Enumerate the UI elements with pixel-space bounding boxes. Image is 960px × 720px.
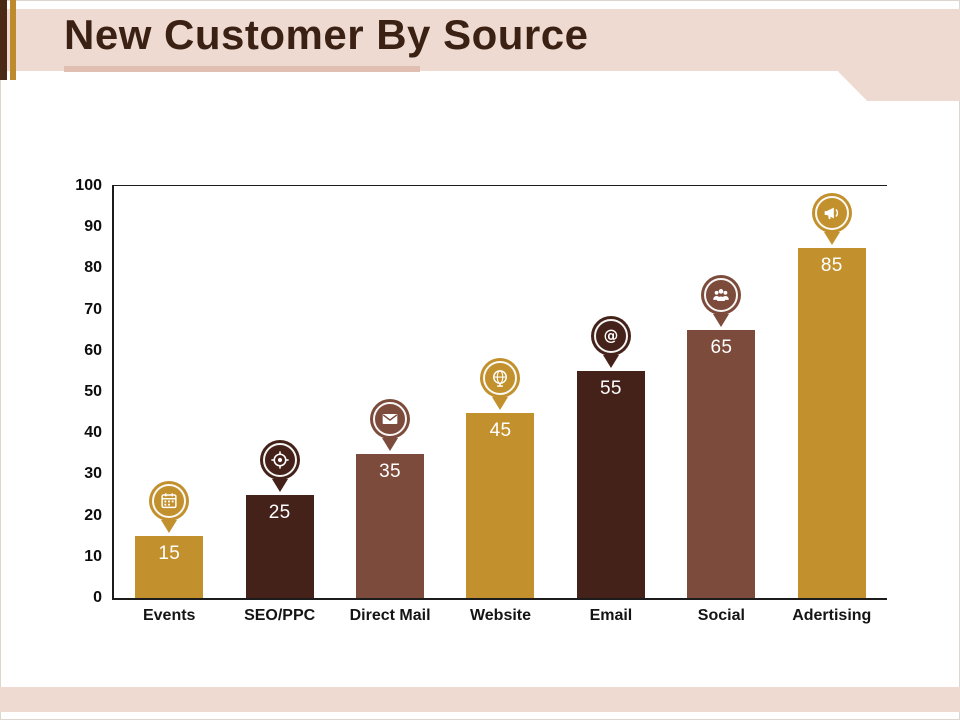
- bar-value-label: 85: [820, 254, 843, 276]
- bar-group: 45 Website: [445, 186, 555, 624]
- globe-icon: [480, 357, 521, 398]
- category-label: Events: [142, 607, 196, 624]
- bar: 45: [466, 412, 535, 598]
- bar-group: 35 Direct Mail: [335, 186, 445, 624]
- left-stripe-dark: [0, 0, 7, 80]
- at-icon: @: [590, 316, 631, 357]
- pin-marker: [370, 398, 411, 451]
- y-axis-tick-label: 40: [84, 424, 102, 442]
- footer-band: [0, 687, 960, 712]
- left-stripe-gold: [10, 0, 16, 80]
- y-axis-tick-label: 50: [84, 383, 102, 400]
- bar-group: @55 Email: [556, 186, 666, 624]
- pin-marker: [149, 481, 190, 534]
- bar: 55: [576, 371, 645, 598]
- bar-value-label: 15: [158, 543, 181, 565]
- bar: 25: [245, 495, 314, 598]
- pin-tail: [382, 437, 399, 451]
- bar-group: 15 Events: [114, 186, 224, 624]
- y-axis-tick-label: 30: [84, 465, 102, 483]
- pin-tail: [492, 396, 509, 410]
- bar-group: 25 SEO/PPC: [224, 186, 334, 624]
- y-axis-tick-label: 70: [84, 300, 102, 318]
- category-label: Email: [589, 607, 633, 624]
- category-label: Adertising: [792, 607, 872, 624]
- bar-group: 65 Social: [666, 186, 776, 624]
- y-axis-tick-label: 90: [84, 218, 102, 236]
- pin-tail: [161, 520, 178, 534]
- bar-value-label: 25: [268, 502, 291, 523]
- category-label: Social: [697, 607, 745, 624]
- y-axis-tick-label: 0: [93, 589, 102, 606]
- megaphone-icon: [811, 192, 852, 233]
- pin-tail: [602, 355, 619, 369]
- bar: 15: [135, 536, 204, 598]
- header-band-tab: [838, 9, 960, 101]
- pin-tail: [271, 479, 288, 492]
- people-icon: [701, 275, 742, 316]
- pin-tail: [823, 231, 840, 245]
- pin-tail: [713, 314, 730, 328]
- pin-marker: [259, 440, 300, 492]
- envelope-icon: [370, 398, 411, 439]
- y-axis-tick-label: 60: [84, 341, 102, 359]
- y-axis-tick-label: 10: [84, 547, 102, 565]
- category-label: Direct Mail: [349, 607, 431, 624]
- target-icon: [259, 440, 300, 480]
- bar: 85: [797, 247, 866, 598]
- bar-value-label: 35: [379, 460, 401, 482]
- category-label: Website: [469, 607, 532, 624]
- calendar-icon: [149, 481, 190, 522]
- category-label: SEO/PPC: [244, 607, 316, 624]
- title-underline: [64, 66, 420, 72]
- svg-text:@: @: [604, 328, 619, 345]
- pin-marker: [811, 192, 852, 245]
- header-band: [0, 9, 960, 71]
- bar: 65: [687, 330, 756, 598]
- page-title: New Customer By Source: [64, 11, 589, 58]
- pin-marker: [480, 357, 521, 410]
- bar-group: 85 Adertising: [777, 186, 887, 624]
- bar-chart-plot-area: 0 10 20 30 40 50 60 70 80 90 100 15 Events 25 SEO/PPC 3…: [75, 177, 887, 624]
- bar: 35: [356, 453, 425, 598]
- bar-value-label: 65: [710, 337, 733, 359]
- y-axis-tick-label: 100: [75, 177, 102, 194]
- y-axis-tick-label: 20: [84, 506, 102, 524]
- y-axis-tick-label: 80: [84, 259, 102, 277]
- pin-marker: [701, 275, 742, 328]
- bar-value-label: 45: [489, 419, 512, 441]
- bar-value-label: 55: [600, 378, 622, 400]
- pin-marker: @: [590, 316, 631, 369]
